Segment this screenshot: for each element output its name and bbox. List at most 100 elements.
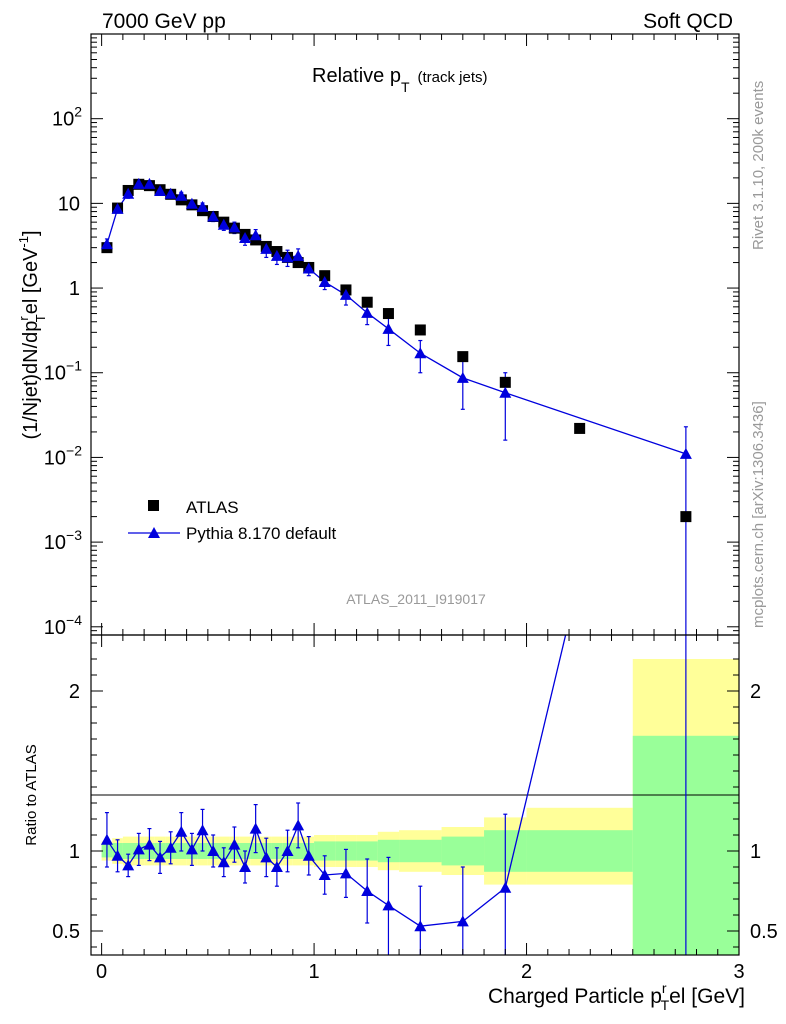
ratio-x-tick-label: 0 — [96, 961, 107, 983]
ratio-point — [143, 838, 156, 850]
pythia-point — [679, 447, 692, 459]
main-ylabel: (1/Njet)dN/dpr Tel [GeV-1] — [16, 230, 48, 439]
main-y-tick-label: 10−4 — [44, 612, 82, 639]
atlas-point — [680, 511, 692, 523]
main-y-tick-label: 102 — [52, 104, 82, 131]
ratio-xlabel: Charged Particle pr Tel [GeV] — [488, 980, 745, 1013]
ratio-band-green — [122, 843, 134, 859]
atlas-point — [292, 257, 304, 269]
ratio-point — [456, 915, 469, 927]
main-panel: 10−4 10−3 10−2 10−1 1 10 102 Relative pT (track… — [16, 33, 740, 639]
ratio-ylabel: Ratio to ATLAS — [23, 744, 40, 845]
ratio-band-green — [314, 841, 336, 861]
ratio-point — [228, 838, 241, 850]
pythia-point — [260, 242, 273, 254]
ratio-band-green — [377, 839, 400, 863]
ratio-x-tick-label: 2 — [521, 961, 532, 983]
main-y-tick-label: 1 — [69, 278, 80, 300]
ratio-y-tick-labels: 0.5 0.5 1 1 2 2 — [52, 681, 778, 943]
ratio-y-tick-label-right: 1 — [750, 841, 761, 863]
atlas-point — [382, 308, 394, 320]
pythia-point — [111, 202, 124, 214]
ratio-point — [132, 843, 145, 855]
pythia-point — [339, 288, 352, 300]
pythia-point — [132, 177, 145, 189]
pythia-point — [361, 306, 374, 318]
pythia-point — [228, 221, 241, 233]
pythia-point — [456, 371, 469, 383]
legend: ATLAS Pythia 8.170 default — [128, 498, 337, 543]
pythia-point — [143, 177, 156, 189]
atlas-point — [574, 422, 586, 434]
pythia-point — [249, 229, 262, 241]
ratio-x-tick-label: 3 — [733, 961, 744, 983]
ratio-point — [281, 845, 294, 856]
main-marks — [100, 177, 692, 635]
ratio-point — [122, 859, 135, 871]
pythia-point — [292, 249, 305, 261]
pythia-point — [318, 275, 331, 287]
pythia-point — [207, 210, 220, 222]
ratio-point — [249, 822, 262, 834]
main-y-tick-label: 10−2 — [44, 442, 82, 469]
ratio-x-tick-labels: 0 1 2 3 — [96, 961, 745, 983]
ratio-point — [680, 125, 692, 136]
main-y-tick-label: 10 — [58, 193, 80, 215]
ratio-x-tick-label: 1 — [309, 961, 320, 983]
ratio-point — [154, 851, 167, 863]
atlas-point — [499, 376, 511, 388]
ratio-point — [361, 885, 374, 896]
pythia-point — [239, 232, 252, 244]
ratio-point — [318, 869, 331, 880]
main-y-tick-labels: 10−4 10−3 10−2 10−1 1 10 102 — [44, 104, 82, 639]
main-ticks — [91, 33, 740, 636]
ratio-y-tick-label-left: 1 — [69, 841, 80, 863]
ratio-point — [382, 899, 395, 911]
analysis-id: ATLAS_2011_I919017 — [346, 591, 486, 607]
pythia-point — [302, 262, 315, 274]
ratio-point — [499, 881, 512, 893]
pythia-point — [499, 386, 512, 398]
pythia-point — [281, 251, 294, 263]
atlas-point — [319, 270, 331, 282]
pythia-point — [414, 347, 427, 359]
legend-atlas-label: ATLAS — [186, 498, 239, 517]
atlas-point — [414, 324, 426, 336]
main-y-tick-label: 10−1 — [44, 358, 82, 385]
ratio-panel: 0.5 0.5 1 1 2 2 0 1 2 3 Ratio to ATLAS Charged P… — [23, 125, 778, 1013]
ratio-point — [111, 849, 124, 861]
ratio-y-tick-label-left: 2 — [69, 681, 80, 703]
legend-pythia-marker — [148, 527, 160, 538]
ratio-point — [302, 849, 315, 861]
main-title-text: Relative p — [312, 65, 401, 87]
ratio-y-tick-label-right: 2 — [750, 681, 761, 703]
atlas-point — [457, 351, 469, 363]
ratio-point — [164, 841, 177, 853]
pythia-line — [106, 183, 687, 455]
pythia-point — [270, 249, 283, 261]
ratio-point — [185, 843, 198, 855]
header-right: Soft QCD — [643, 10, 733, 33]
pythia-point — [122, 187, 135, 199]
ratio-point — [339, 867, 352, 879]
pythia-point — [185, 197, 198, 209]
main-title-sub: T — [401, 79, 410, 95]
ratio-marks — [100, 125, 692, 955]
pythia-point — [100, 238, 113, 250]
ratio-point — [292, 819, 305, 831]
ratio-band-green — [292, 843, 304, 859]
main-title-note: (track jets) — [418, 69, 488, 86]
ratio-point — [175, 825, 188, 837]
main-y-tick-label: 10−3 — [44, 527, 82, 554]
ratio-point — [414, 920, 427, 932]
ratio-line — [106, 635, 567, 927]
ratio-point — [270, 861, 283, 872]
ratio-point — [207, 845, 220, 856]
ratio-band-green — [441, 836, 485, 866]
side-text-top: Rivet 3.1.10, 200k events — [750, 81, 767, 250]
pythia-point — [217, 218, 230, 230]
ratio-frame — [90, 634, 740, 956]
pythia-point — [175, 189, 188, 201]
